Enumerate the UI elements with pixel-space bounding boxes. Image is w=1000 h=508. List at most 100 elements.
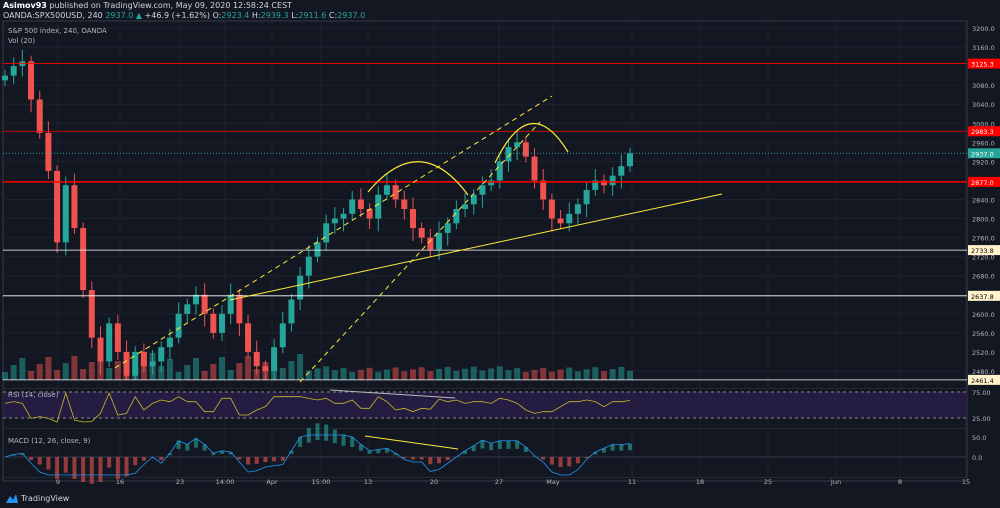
candle [88, 290, 95, 338]
volume-bar [271, 355, 278, 380]
candle [54, 170, 61, 243]
volume-bar [392, 367, 399, 380]
candle [470, 194, 477, 205]
candle [557, 218, 564, 224]
x-tick-label: Jun [830, 478, 841, 486]
channel-lower-trendline [299, 121, 541, 383]
x-tick-label: 20 [430, 478, 438, 486]
macd-histogram-bar [419, 457, 424, 460]
y-tick-label: 2480.0 [972, 368, 995, 376]
candle [505, 147, 512, 162]
candle [227, 294, 234, 314]
macd-histogram-bar [628, 443, 632, 451]
macd-histogram-bar [237, 457, 242, 460]
macd-histogram-bar [601, 448, 606, 453]
volume-bar [375, 371, 382, 380]
volume-bar [114, 361, 121, 380]
volume-bar [453, 370, 460, 380]
macd-histogram-bar [254, 457, 259, 464]
candle [158, 347, 165, 362]
price-level-label: 2733.8 [971, 247, 994, 255]
macd-histogram-bar [211, 453, 216, 456]
volume-bar [236, 363, 243, 380]
volume-bar [297, 354, 304, 380]
chart-legend: S&P 500 index, 240, OANDA Vol (20) [8, 27, 107, 45]
candle [331, 218, 338, 224]
macd-histogram-bar [376, 449, 381, 454]
x-tick-label: 16 [116, 478, 124, 486]
candle [71, 185, 78, 229]
macd-histogram-bar [107, 457, 112, 468]
candle [462, 204, 469, 210]
macd-histogram-bar [193, 438, 198, 448]
macd-histogram-bar [20, 453, 25, 456]
y-tick-label: 2720.0 [972, 254, 995, 262]
macd-histogram-bar [141, 457, 146, 461]
x-tick-label: 25 [764, 478, 772, 486]
macd-histogram-bar [575, 457, 580, 464]
volume-bar [288, 361, 295, 380]
candle [392, 185, 399, 200]
volume-bar [62, 363, 69, 380]
volume-bar [54, 370, 61, 380]
candle [201, 294, 208, 314]
volume-bar [106, 368, 113, 380]
rsi-label: RSI (14, close) [8, 391, 59, 399]
macd-histogram-bar [497, 440, 502, 449]
macd-histogram-bar [384, 448, 389, 453]
volume-bar [201, 371, 208, 380]
volume-bar [253, 369, 260, 380]
volume-bar [71, 356, 78, 380]
macd-histogram-bar [367, 450, 372, 454]
macd-histogram-bar [220, 450, 225, 454]
volume-bar [557, 369, 564, 380]
left-shoulder-arc [367, 161, 469, 196]
candle [357, 199, 364, 210]
volume-bar [149, 353, 156, 380]
candle [627, 153, 633, 167]
macd-histogram-bar [159, 457, 164, 461]
macd-histogram-bar [358, 444, 363, 451]
volume-bar [88, 362, 95, 380]
macd-histogram-bar [185, 444, 190, 451]
candle [583, 189, 590, 205]
x-tick-label: 11 [628, 478, 636, 486]
macd-histogram-bar [124, 457, 129, 477]
volume-bar [522, 372, 529, 380]
candle [427, 237, 434, 250]
macd-histogram-bar [445, 457, 450, 461]
candle [453, 209, 460, 224]
candle [522, 142, 529, 157]
symbol-info: OANDA:SPX500USD, 240 2937.0 ▲ +46.9 (+1.… [3, 11, 366, 20]
candle [366, 209, 373, 219]
candle [323, 223, 330, 243]
macd-histogram-bar [298, 437, 303, 447]
macd-histogram-bar [567, 457, 572, 467]
chart-frame [2, 20, 968, 482]
candle [375, 194, 382, 219]
tradingview-logo[interactable]: TradingView [6, 494, 69, 503]
volume-bar [140, 360, 147, 380]
x-tick-label: 18 [696, 478, 704, 486]
macd-histogram-bar [350, 437, 355, 447]
volume-bar [97, 355, 104, 380]
candle [548, 199, 555, 219]
macd-histogram-bar [549, 457, 554, 465]
macd-histogram-bar [619, 444, 624, 451]
volume-bar [158, 366, 165, 380]
volume-bar [45, 357, 52, 380]
candle [340, 213, 347, 219]
volume-bar [80, 369, 87, 380]
candle [62, 185, 69, 243]
candle [383, 185, 390, 195]
candle [592, 180, 599, 190]
volume-bar [600, 371, 607, 380]
volume-bar [618, 366, 625, 380]
macd-histogram-bar [506, 440, 511, 449]
macd-histogram-bar [176, 440, 181, 449]
candle [106, 323, 113, 362]
publish-info: Asimov93 published on TradingView.com, M… [3, 1, 293, 10]
volume-bar [418, 367, 425, 380]
candle [219, 313, 226, 333]
